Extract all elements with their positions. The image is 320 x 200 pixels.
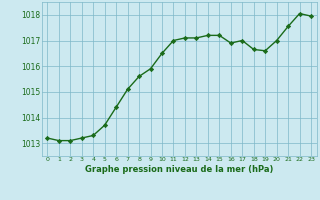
X-axis label: Graphe pression niveau de la mer (hPa): Graphe pression niveau de la mer (hPa) [85, 165, 273, 174]
